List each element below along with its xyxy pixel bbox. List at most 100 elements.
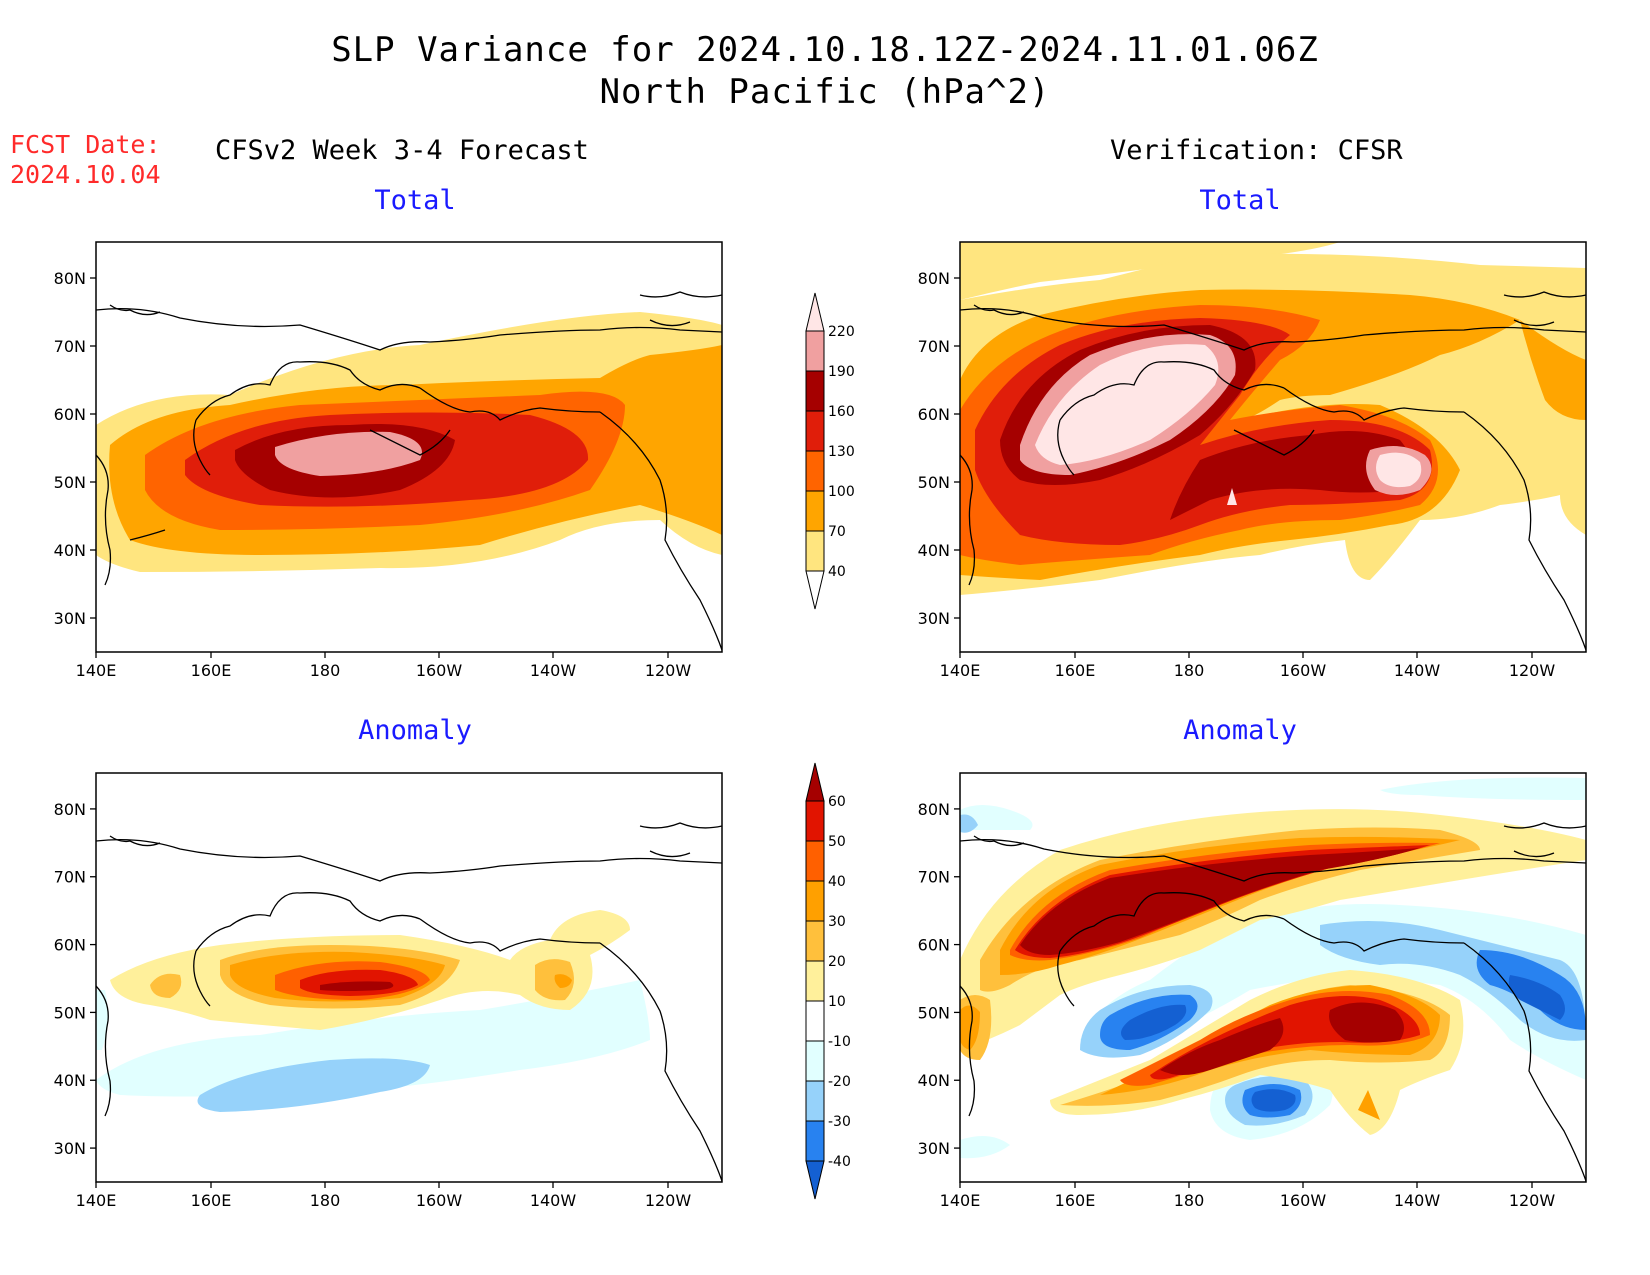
forecast-total-lat-label: 70N — [54, 337, 86, 356]
forecast-total-lon-label: 120W — [645, 661, 692, 680]
colorbar-total: 40 70 100 130 160 190 220 — [805, 292, 855, 610]
forecast-anomaly-lon-label: 140W — [530, 1191, 577, 1210]
colorbar-anomaly-level-label: 60 — [828, 794, 846, 810]
colorbar-anomaly-level-label: 20 — [828, 954, 846, 970]
verification-total-frame — [959, 241, 1587, 653]
panel-title-total-right: Total — [1199, 185, 1281, 216]
verification-total-lon-label: 140W — [1394, 661, 1441, 680]
colorbar-total-level-label: 190 — [828, 364, 855, 380]
verification-anomaly-lat-label: 50N — [918, 1003, 950, 1022]
verification-total-field — [960, 242, 1586, 595]
colorbar-total-segment — [805, 330, 825, 372]
forecast-anomaly-lon-label: 160E — [191, 1191, 232, 1210]
left-column-title: CFSv2 Week 3-4 Forecast — [215, 135, 589, 166]
fcst-date-block: FCST Date: 2024.10.04 — [10, 130, 161, 190]
forecast-total-lon-label: 140W — [530, 661, 577, 680]
verification-total-lon-label: 160E — [1055, 661, 1096, 680]
main-subtitle: North Pacific (hPa^2) — [599, 72, 1051, 112]
colorbar-total-segment — [805, 530, 825, 572]
colorbar-total-level-label: 160 — [828, 404, 855, 420]
verification-anomaly-lon-label: 140W — [1394, 1191, 1441, 1210]
right-column-title: Verification: CFSR — [1110, 135, 1403, 166]
verification-total-coastlines — [960, 291, 1586, 651]
colorbar-total-segment — [805, 370, 825, 412]
colorbar-anomaly-level-label: 40 — [828, 874, 846, 890]
fcst-date-value: 2024.10.04 — [10, 160, 161, 189]
fcst-date-label: FCST Date: — [10, 130, 161, 159]
colorbar-anomaly-level-label: -40 — [828, 1154, 851, 1170]
colorbar-anomaly-max-arrow — [805, 762, 825, 802]
colorbar-anomaly-level-label: 50 — [828, 834, 846, 850]
verification-anomaly-lon-label: 160W — [1280, 1191, 1327, 1210]
verification-total-lat-label: 30N — [918, 609, 950, 628]
forecast-total-frame — [95, 241, 723, 653]
panel-title-anomaly-right: Anomaly — [1183, 715, 1297, 746]
forecast-anomaly-lat-label: 70N — [54, 868, 86, 887]
verification-total-lon-label: 140E — [940, 661, 981, 680]
forecast-total-lon-label: 160W — [416, 661, 463, 680]
verification-anomaly-frame — [959, 772, 1587, 1183]
verification-anomaly-lat-label: 80N — [918, 800, 950, 819]
forecast-anomaly-lat-label: 30N — [54, 1139, 86, 1158]
forecast-anomaly-lat-label: 50N — [54, 1003, 86, 1022]
forecast-anomaly-lon-label: 160W — [416, 1191, 463, 1210]
verification-total-lon-label: 160W — [1280, 661, 1327, 680]
colorbar-total-level-label: 100 — [828, 484, 855, 500]
colorbar-anomaly-level-label: 30 — [828, 914, 846, 930]
forecast-total-lon-label: 140E — [76, 661, 117, 680]
forecast-anomaly-lon-label: 120W — [645, 1191, 692, 1210]
colorbar-anomaly-segment — [805, 920, 825, 962]
colorbar-anomaly-level-label: -10 — [828, 1034, 851, 1050]
verification-total-lat-label: 80N — [918, 269, 950, 288]
verification-anomaly-lon-label: 140E — [940, 1191, 981, 1210]
verification-total-lat-label: 60N — [918, 405, 950, 424]
forecast-total-field — [96, 312, 722, 572]
forecast-total-lat-label: 50N — [54, 473, 86, 492]
verification-anomaly-field — [960, 777, 1586, 1159]
colorbar-anomaly-level-label: -30 — [828, 1114, 851, 1130]
colorbar-anomaly-segment — [805, 880, 825, 922]
forecast-anomaly-lat-label: 80N — [54, 800, 86, 819]
colorbar-anomaly-segment — [805, 1000, 825, 1042]
verification-anomaly-lat-label: 30N — [918, 1139, 950, 1158]
colorbar-anomaly-segment — [805, 1040, 825, 1082]
colorbar-total-segment — [805, 490, 825, 532]
colorbar-anomaly-segment — [805, 800, 825, 842]
verification-anomaly-lat-label: 60N — [918, 936, 950, 955]
colorbar-total-segment — [805, 450, 825, 492]
forecast-total-coastlines — [96, 291, 722, 651]
forecast-anomaly-lon-label: 180 — [310, 1191, 341, 1210]
forecast-total-lat-label: 40N — [54, 541, 86, 560]
colorbar-anomaly-segment — [805, 840, 825, 882]
colorbar-total-level-label: 220 — [828, 324, 855, 340]
colorbar-anomaly-segment — [805, 960, 825, 1002]
forecast-anomaly-frame — [95, 772, 723, 1183]
verification-anomaly-lat-label: 70N — [918, 868, 950, 887]
verification-total-lon-label: 180 — [1174, 661, 1205, 680]
axes-layer: 80N 70N 60N 50N 40N 30N 140E 160E 180 160W 140W 120… — [54, 269, 1556, 1210]
verification-total-lat-label: 40N — [918, 541, 950, 560]
forecast-total-lat-label: 30N — [54, 609, 86, 628]
forecast-total-lat-label: 60N — [54, 405, 86, 424]
forecast-anomaly-lat-label: 60N — [54, 936, 86, 955]
colorbar-total-level-label: 70 — [828, 524, 846, 540]
verification-anomaly-lon-label: 160E — [1055, 1191, 1096, 1210]
main-title: SLP Variance for 2024.10.18.12Z-2024.11.… — [331, 30, 1319, 70]
colorbar-total-level-label: 40 — [828, 564, 846, 580]
colorbar-total-segment — [805, 410, 825, 452]
verification-anomaly-coastlines — [960, 822, 1586, 1182]
verification-total-lat-label: 70N — [918, 337, 950, 356]
colorbar-anomaly-segment — [805, 1080, 825, 1122]
forecast-total-lon-label: 160E — [191, 661, 232, 680]
colorbar-total-level-label: 130 — [828, 444, 855, 460]
forecast-anomaly-coastlines — [96, 822, 722, 1182]
panel-title-anomaly-left: Anomaly — [358, 715, 472, 746]
colorbar-anomaly-segment — [805, 1120, 825, 1162]
colorbar-total-min-arrow — [805, 570, 825, 610]
forecast-anomaly-lon-label: 140E — [76, 1191, 117, 1210]
verification-total-lon-label: 120W — [1509, 661, 1556, 680]
panel-title-total-left: Total — [374, 185, 456, 216]
colorbar-total-max-arrow — [805, 292, 825, 332]
colorbar-anomaly-level-label: 10 — [828, 994, 846, 1010]
